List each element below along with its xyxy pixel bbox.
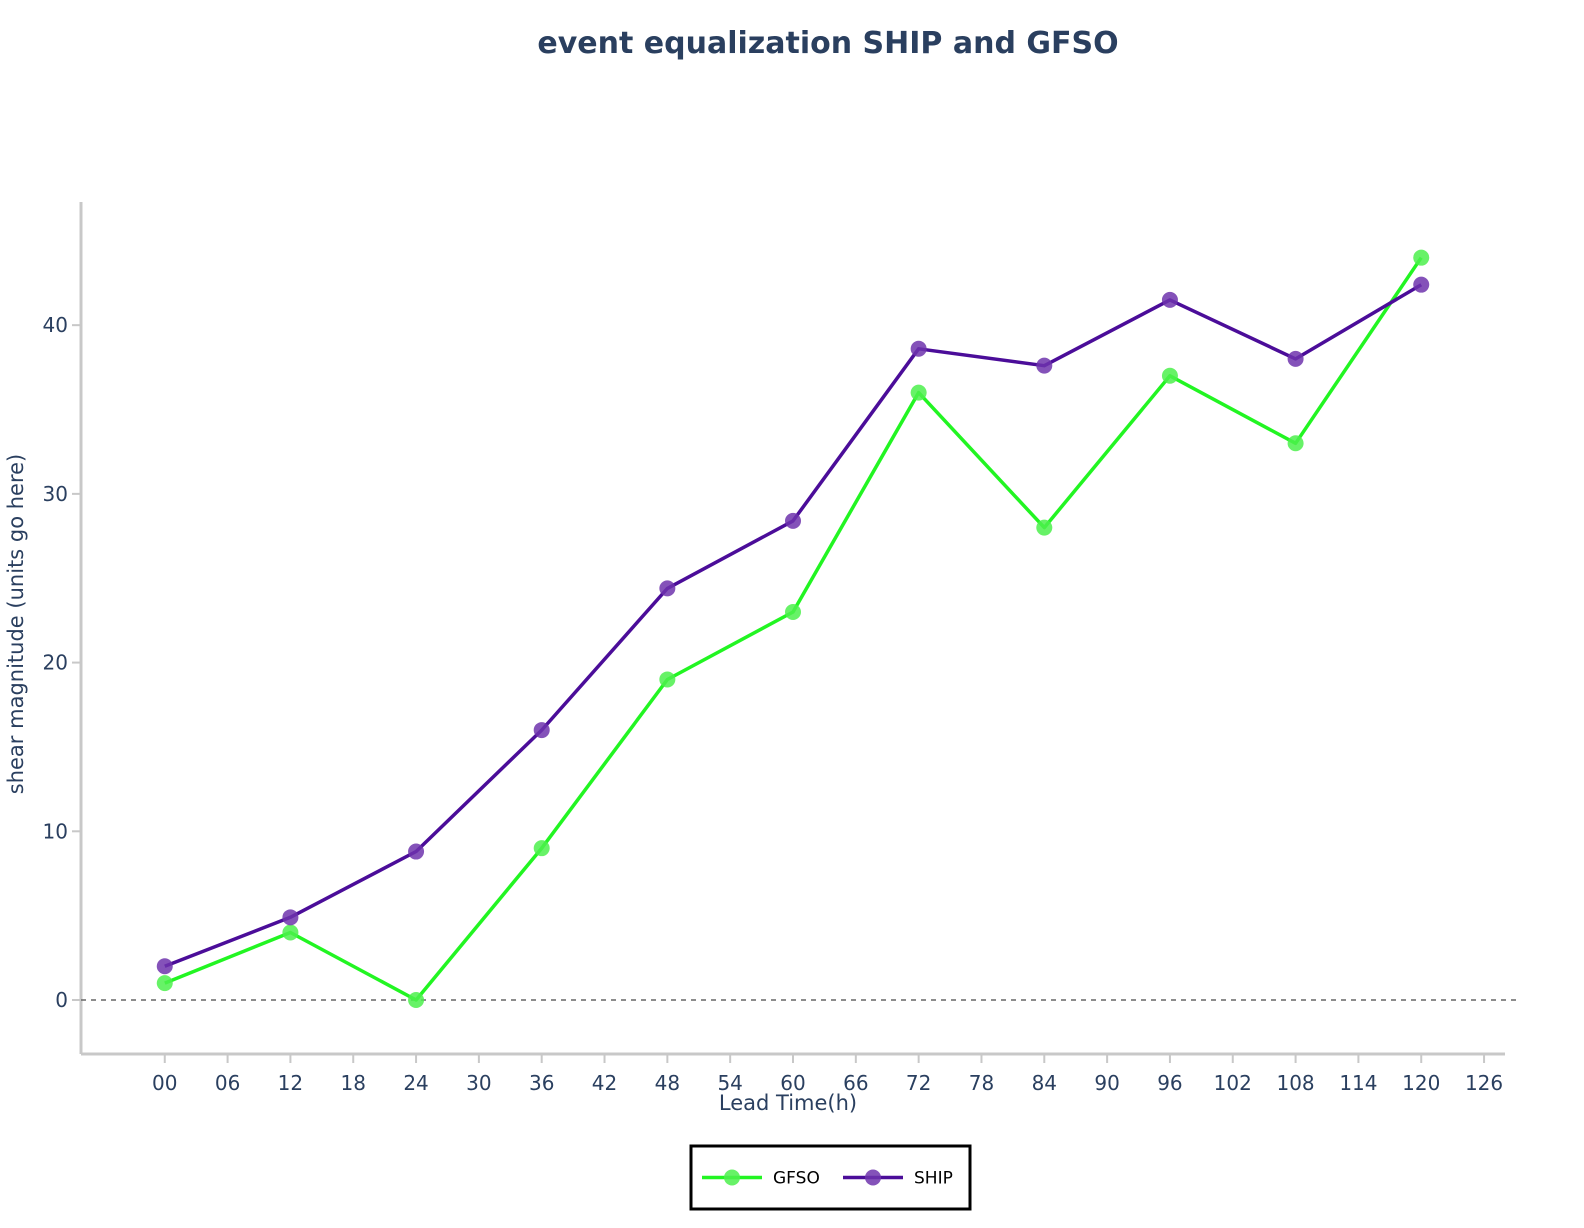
x-tick-label: 78 [969, 1071, 994, 1095]
series-layer [156, 249, 1430, 1009]
x-tick-label: 90 [1094, 1071, 1119, 1095]
x-tick-label: 66 [843, 1071, 868, 1095]
x-tick-label: 36 [529, 1071, 554, 1095]
data-point-ship [282, 909, 299, 926]
x-axis-ticks: 00 06 12 18 24 30 36 42 48 54 60 66 72 78 84 90 96 102 108… [152, 1054, 1503, 1095]
y-tick-label: 40 [43, 313, 68, 337]
x-tick-label: 12 [278, 1071, 303, 1095]
data-point-gfso [1161, 367, 1178, 384]
data-point-ship [910, 340, 927, 357]
legend-marker-ship [865, 1169, 881, 1186]
y-tick-label: 20 [43, 651, 68, 675]
legend-marker-gfso [724, 1169, 740, 1186]
x-tick-label: 72 [906, 1071, 931, 1095]
data-point-ship [1161, 291, 1178, 308]
x-tick-label: 126 [1465, 1071, 1503, 1095]
data-point-gfso [659, 671, 676, 688]
x-tick-label: 48 [655, 1071, 680, 1095]
data-point-ship [785, 512, 801, 529]
data-point-gfso [408, 992, 425, 1009]
data-point-gfso [1287, 435, 1304, 452]
data-point-gfso [533, 840, 550, 857]
x-tick-label: 96 [1157, 1071, 1182, 1095]
data-point-gfso [910, 384, 927, 401]
x-tick-label: 84 [1032, 1071, 1057, 1095]
x-tick-label: 60 [780, 1071, 805, 1095]
data-point-gfso [1036, 519, 1053, 536]
series-line-gfso [164, 256, 1423, 1002]
legend-label-ship: SHIP [914, 1169, 953, 1189]
legend: GFSO SHIP [689, 1144, 972, 1211]
x-tick-label: 18 [341, 1071, 366, 1095]
y-tick-label: 0 [55, 988, 68, 1012]
data-point-gfso [1413, 249, 1430, 266]
legend-label-gfso: GFSO [773, 1169, 820, 1189]
x-axis-label: Lead Time(h) [719, 1091, 857, 1115]
data-point-ship [659, 580, 676, 597]
chart-title: event equalization SHIP and GFSO [537, 26, 1118, 61]
x-tick-label: 120 [1402, 1071, 1440, 1095]
series-gfso [156, 249, 1430, 1009]
data-point-gfso [156, 975, 173, 992]
x-tick-label: 42 [592, 1071, 617, 1095]
data-point-ship [156, 958, 173, 975]
x-tick-label: 108 [1276, 1071, 1314, 1095]
y-tick-label: 10 [43, 819, 68, 843]
y-axis-label: shear magnitude (units go here) [4, 454, 28, 794]
data-point-ship [1036, 357, 1053, 374]
x-tick-label: 06 [215, 1071, 240, 1095]
x-tick-label: 114 [1339, 1071, 1377, 1095]
x-tick-label: 30 [466, 1071, 491, 1095]
x-tick-label: 00 [152, 1071, 177, 1095]
x-tick-label: 54 [717, 1071, 742, 1095]
x-tick-label: 102 [1214, 1071, 1252, 1095]
y-axis-ticks: 0 10 20 30 40 [43, 313, 81, 1012]
data-point-ship [408, 843, 425, 860]
y-tick-label: 30 [43, 482, 68, 506]
data-point-ship [1287, 350, 1304, 367]
x-tick-label: 24 [403, 1071, 428, 1095]
series-ship [156, 276, 1430, 975]
data-point-gfso [785, 603, 801, 620]
data-point-gfso [282, 924, 299, 941]
data-point-ship [533, 722, 550, 739]
data-point-ship [1413, 276, 1430, 293]
series-line-ship [164, 283, 1423, 968]
